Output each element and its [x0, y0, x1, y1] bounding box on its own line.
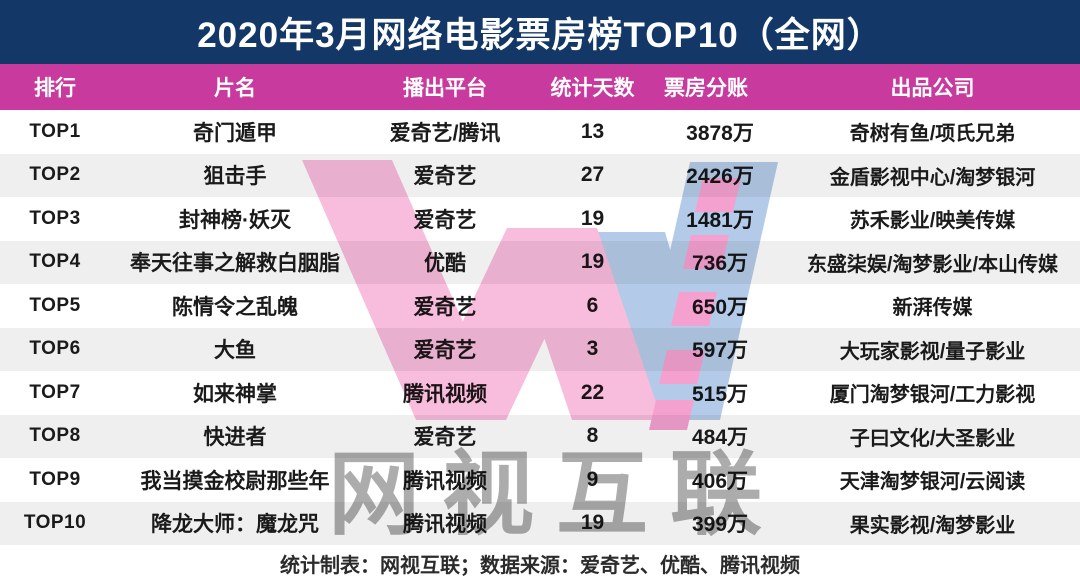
cell-company: 金盾影视中心/淘梦银河: [829, 166, 1036, 189]
cell-days: 8: [586, 424, 599, 448]
table-row: TOP6 大鱼 爱奇艺 3 597万 大玩家影视/量子影业: [0, 327, 1080, 371]
cell-platform: 腾讯视频: [403, 513, 487, 537]
cell-rank: TOP7: [29, 381, 81, 403]
cell-company: 大玩家影视/量子影业: [839, 340, 1026, 363]
cell-revenue: 736万: [691, 252, 749, 276]
title-banner: 2020年3月网络电影票房榜TOP10（全网）: [0, 0, 1080, 64]
cell-platform: 爱奇艺: [413, 165, 477, 189]
table-row: TOP3 封神榜·妖灭 爱奇艺 19 1481万 苏禾影业/映美传媒: [0, 197, 1080, 241]
cell-days: 19: [580, 206, 605, 230]
cell-platform: 爱奇艺: [413, 339, 477, 363]
cell-platform: 腾讯视频: [403, 469, 487, 493]
cell-title: 如来神掌: [193, 382, 277, 406]
column-header-title: 片名: [214, 77, 256, 100]
column-header-days: 统计天数: [550, 77, 635, 100]
cell-revenue: 515万: [691, 382, 749, 406]
page-title: 2020年3月网络电影票房榜TOP10（全网）: [197, 15, 883, 55]
cell-rank: TOP1: [29, 120, 81, 142]
column-header-company: 出品公司: [890, 77, 975, 100]
cell-days: 27: [580, 163, 605, 187]
table-row: TOP9 我当摸金校尉那些年 腾讯视频 9 406万 天津淘梦银河/云阅读: [0, 458, 1080, 502]
cell-rank: TOP9: [29, 468, 81, 490]
cell-revenue: 650万: [691, 295, 749, 319]
cell-title: 奇门遁甲: [193, 121, 277, 145]
cell-title: 封神榜·妖灭: [179, 208, 291, 232]
cell-platform: 爱奇艺: [413, 208, 477, 232]
cell-days: 13: [580, 119, 605, 143]
cell-days: 19: [580, 511, 605, 535]
cell-company: 奇树有鱼/项氏兄弟: [849, 123, 1016, 146]
cell-platform: 腾讯视频: [403, 382, 487, 406]
table-header-row: 排行 片名 播出平台 统计天数 票房分账 出品公司: [0, 64, 1080, 110]
cell-company: 天津淘梦银河/云阅读: [839, 471, 1026, 494]
cell-days: 19: [580, 250, 605, 274]
cell-company: 子曰文化/大圣影业: [849, 427, 1016, 450]
cell-platform: 爱奇艺: [413, 426, 477, 450]
cell-days: 9: [586, 467, 599, 491]
column-header-revenue: 票房分账: [664, 77, 748, 100]
cell-company: 厦门淘梦银河/工力影视: [829, 384, 1036, 407]
cell-title: 奉天往事之解救白胭脂: [130, 252, 340, 276]
cell-revenue: 406万: [691, 469, 749, 493]
cell-platform: 爱奇艺/腾讯: [389, 121, 501, 145]
cell-revenue: 399万: [691, 513, 749, 537]
cell-company: 新湃传媒: [892, 297, 973, 320]
cell-days: 22: [580, 380, 605, 404]
cell-rank: TOP4: [29, 251, 81, 273]
cell-revenue: 2426万: [686, 165, 754, 189]
footer-bar: 统计制表：网视互联；数据来源：爱奇艺、优酷、腾讯视频: [0, 545, 1080, 582]
column-header-platform: 播出平台: [403, 77, 487, 100]
cell-company: 东盛柒娱/淘梦影业/本山传媒: [806, 253, 1059, 276]
table-row: TOP2 狙击手 爱奇艺 27 2426万 金盾影视中心/淘梦银河: [0, 153, 1080, 197]
cell-title: 快进者: [203, 426, 267, 450]
cell-rank: TOP3: [29, 207, 81, 229]
cell-days: 3: [586, 337, 599, 361]
cell-rank: TOP6: [29, 338, 81, 360]
cell-title: 陈情令之乱魄: [172, 295, 298, 319]
table-row: TOP7 如来神掌 腾讯视频 22 515万 厦门淘梦银河/工力影视: [0, 371, 1080, 415]
cell-platform: 爱奇艺: [413, 295, 477, 319]
cell-revenue: 597万: [691, 339, 749, 363]
cell-title: 狙击手: [203, 165, 267, 189]
source-note: 统计制表：网视互联；数据来源：爱奇艺、优酷、腾讯视频: [280, 555, 800, 577]
table-row: TOP1 奇门遁甲 爱奇艺/腾讯 13 3878万 奇树有鱼/项氏兄弟: [0, 110, 1080, 154]
cell-company: 果实影视/淘梦影业: [849, 514, 1016, 537]
cell-rank: TOP2: [29, 164, 81, 186]
cell-company: 苏禾影业/映美传媒: [849, 210, 1016, 233]
table-body: TOP1 奇门遁甲 爱奇艺/腾讯 13 3878万 奇树有鱼/项氏兄弟 TOP2 狙击手 爱奇艺…: [0, 110, 1080, 545]
cell-rank: TOP8: [29, 425, 81, 447]
cell-rank: TOP10: [23, 512, 87, 534]
column-header-rank: 排行: [34, 77, 76, 100]
table-row: TOP4 奉天往事之解救白胭脂 优酷 19 736万 东盛柒娱/淘梦影业/本山传媒: [0, 240, 1080, 284]
table-row: TOP5 陈情令之乱魄 爱奇艺 6 650万 新湃传媒: [0, 284, 1080, 328]
cell-revenue: 484万: [691, 426, 749, 450]
cell-days: 6: [586, 293, 599, 317]
table-row: TOP8 快进者 爱奇艺 8 484万 子曰文化/大圣影业: [0, 414, 1080, 458]
table-row: TOP10 降龙大师：魔龙咒 腾讯视频 19 399万 果实影视/淘梦影业: [0, 501, 1080, 545]
cell-title: 大鱼: [214, 339, 256, 363]
cell-title: 我当摸金校尉那些年: [140, 469, 330, 493]
cell-revenue: 3878万: [686, 121, 754, 145]
cell-title: 降龙大师：魔龙咒: [151, 513, 319, 537]
cell-platform: 优酷: [424, 252, 466, 276]
cell-revenue: 1481万: [686, 208, 754, 232]
cell-rank: TOP5: [29, 294, 81, 316]
